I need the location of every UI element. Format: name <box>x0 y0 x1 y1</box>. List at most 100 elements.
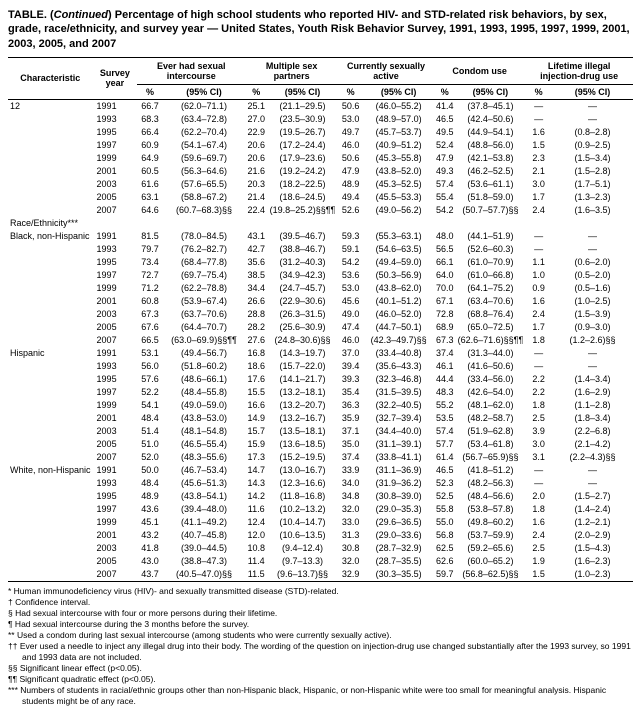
cell-ci: (40.7–45.8) <box>163 529 246 542</box>
cell-ci: (40.5–47.0)§§ <box>163 568 246 582</box>
cell-ci: (42.6–54.0) <box>456 386 526 399</box>
cell-pct: 20.3 <box>245 178 267 191</box>
cell-pct: — <box>525 347 552 360</box>
cell-ci: (1.3–2.3) <box>552 191 633 204</box>
cell-year: 1997 <box>93 139 138 152</box>
cell-ci: (48.3–55.6) <box>163 451 246 464</box>
cell-ci: (1.8–3.4) <box>552 412 633 425</box>
cell-ci: (62.6–71.6)§§¶¶ <box>456 334 526 347</box>
cell-ci: (24.8–30.6)§§ <box>267 334 338 347</box>
cell-ci: — <box>552 464 633 477</box>
cell-pct: 2.5 <box>525 412 552 425</box>
cell-ci: (15.2–19.5) <box>267 451 338 464</box>
cell-pct: 44.4 <box>434 373 456 386</box>
cell-ci: (1.6–2.3) <box>552 555 633 568</box>
cell-ci: (53.8–57.8) <box>456 503 526 516</box>
cell-pct: 52.5 <box>434 490 456 503</box>
cell-pct: 41.8 <box>137 542 162 555</box>
cell-pct: 1.6 <box>525 126 552 139</box>
cell-pct: 47.9 <box>434 152 456 165</box>
cell-ci: (59.6–69.7) <box>163 152 246 165</box>
cell-pct: 12.4 <box>245 516 267 529</box>
table-row: 200752.0(48.3–55.6)17.3(15.2–19.5)37.4(3… <box>8 451 633 464</box>
col-ci: (95% CI) <box>163 84 246 99</box>
cell-pct: 17.3 <box>245 451 267 464</box>
cell-pct: 2.4 <box>525 308 552 321</box>
cell-ci: (13.5–18.1) <box>267 425 338 438</box>
cell-pct: 32.0 <box>338 503 363 516</box>
row-label <box>8 334 93 347</box>
row-label: Hispanic <box>8 347 93 360</box>
footnote-line: † Confidence interval. <box>8 597 633 608</box>
table-row: 200143.2(40.7–45.8)12.0(10.6–13.5)31.3(2… <box>8 529 633 542</box>
cell-ci: (32.7–39.4) <box>363 412 434 425</box>
cell-ci: (0.6–2.0) <box>552 256 633 269</box>
footnote-line: ¶¶ Significant quadratic effect (p<0.05)… <box>8 674 633 685</box>
cell-year: 1999 <box>93 152 138 165</box>
cell-year: 2007 <box>93 451 138 464</box>
cell-ci: (31.9–36.2) <box>363 477 434 490</box>
cell-year: 1993 <box>93 113 138 126</box>
cell-ci: (38.8–47.3) <box>163 555 246 568</box>
row-label <box>8 204 93 217</box>
cell-ci: (12.3–16.6) <box>267 477 338 490</box>
cell-pct: 1.1 <box>525 256 552 269</box>
cell-pct: 27.6 <box>245 334 267 347</box>
cell-ci: (53.9–67.4) <box>163 295 246 308</box>
cell-pct: 45.1 <box>137 516 162 529</box>
cell-pct: 15.5 <box>245 386 267 399</box>
table-body: 12199166.7(62.0–71.1)25.1(21.1–29.5)50.6… <box>8 99 633 581</box>
row-label <box>8 243 93 256</box>
cell-pct: 2.5 <box>525 542 552 555</box>
row-label <box>8 360 93 373</box>
col-pct: % <box>525 84 552 99</box>
row-label: 12 <box>8 99 93 113</box>
cell-ci: (46.0–52.0) <box>363 308 434 321</box>
row-label <box>8 191 93 204</box>
cell-ci: (45.7–53.7) <box>363 126 434 139</box>
cell-pct: 16.6 <box>245 399 267 412</box>
cell-pct: 49.0 <box>338 308 363 321</box>
cell-year: 2003 <box>93 425 138 438</box>
table-row: 200341.8(39.0–44.5)10.8(9.4–12.4)30.8(28… <box>8 542 633 555</box>
table-row: 199760.9(54.1–67.4)20.6(17.2–24.4)46.0(4… <box>8 139 633 152</box>
cell-ci: (28.7–32.9) <box>363 542 434 555</box>
row-label <box>8 425 93 438</box>
cell-pct: 48.3 <box>434 386 456 399</box>
cell-pct: 34.0 <box>338 477 363 490</box>
row-label <box>8 113 93 126</box>
cell-pct: 53.5 <box>434 412 456 425</box>
cell-pct: 48.4 <box>137 412 162 425</box>
cell-ci: (0.5–2.0) <box>552 269 633 282</box>
cell-pct: 53.6 <box>338 269 363 282</box>
cell-ci: (28.7–35.5) <box>363 555 434 568</box>
cell-ci: (56.3–64.6) <box>163 165 246 178</box>
cell-ci: (51.8–60.2) <box>163 360 246 373</box>
table-row: 200148.4(43.8–53.0)14.9(13.2–16.7)35.9(3… <box>8 412 633 425</box>
cell-ci: (1.0–2.3) <box>552 568 633 582</box>
table-row: 12199166.7(62.0–71.1)25.1(21.1–29.5)50.6… <box>8 99 633 113</box>
cell-ci: (2.2–4.3)§§ <box>552 451 633 464</box>
cell-pct: 67.1 <box>434 295 456 308</box>
cell-pct: 66.7 <box>137 99 162 113</box>
cell-ci: (42.4–50.6) <box>456 113 526 126</box>
col-pct: % <box>338 84 363 99</box>
table-row: 199557.6(48.6–66.1)17.6(14.1–21.7)39.3(3… <box>8 373 633 386</box>
cell-pct: 57.6 <box>137 373 162 386</box>
cell-ci: (17.9–23.6) <box>267 152 338 165</box>
cell-ci: (56.8–62.5)§§ <box>456 568 526 582</box>
cell-ci: (9.4–12.4) <box>267 542 338 555</box>
footnote-line: §§ Significant linear effect (p<0.05). <box>8 663 633 674</box>
cell-pct: 63.1 <box>137 191 162 204</box>
cell-ci: (76.2–82.7) <box>163 243 246 256</box>
cell-pct: 39.4 <box>338 360 363 373</box>
cell-pct: 59.1 <box>338 243 363 256</box>
cell-ci: (25.6–30.9) <box>267 321 338 334</box>
cell-pct: 37.4 <box>338 451 363 464</box>
row-label <box>8 139 93 152</box>
cell-pct: 54.2 <box>338 256 363 269</box>
table-row: 200543.0(38.8–47.3)11.4(9.7–13.3)32.0(28… <box>8 555 633 568</box>
cell-pct: 57.4 <box>434 425 456 438</box>
cell-ci: (1.5–3.9) <box>552 308 633 321</box>
cell-ci: — <box>552 360 633 373</box>
